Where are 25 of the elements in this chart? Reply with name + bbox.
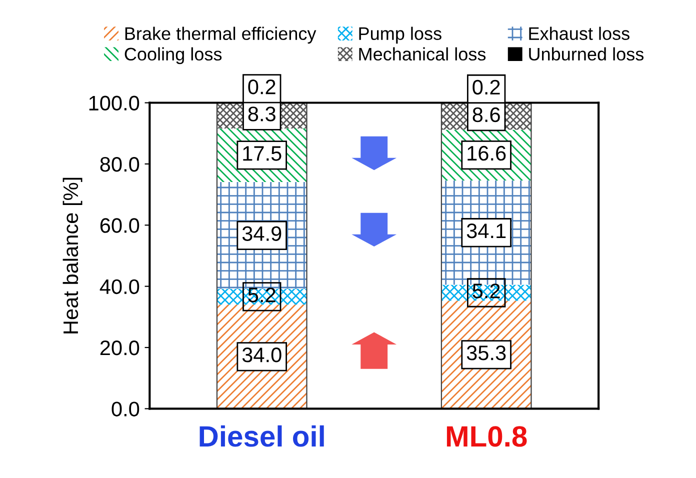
y-tick-label: 100.0 — [89, 96, 140, 111]
y-axis-title: Heat balance [%] — [62, 178, 82, 334]
y-tick-label: 60.0 — [100, 218, 140, 233]
y-tick-label: 40.0 — [100, 279, 140, 294]
y-tick-label: 20.0 — [100, 340, 140, 356]
x-tick-label: ML0.8 — [446, 426, 527, 447]
y-tick-label: 0.0 — [112, 402, 140, 416]
data-label: 34.0 — [242, 348, 282, 362]
legend-label: Pump loss — [359, 26, 442, 44]
legend-label: Unburned loss — [529, 47, 644, 61]
legend-label: Brake thermal efficiency — [125, 26, 316, 44]
data-label: 8.3 — [248, 106, 276, 122]
data-label: 34.1 — [466, 223, 506, 238]
legend-label: Cooling loss — [124, 47, 222, 64]
legend-label: Mechanical loss — [359, 47, 486, 61]
data-label: 34.9 — [242, 226, 282, 241]
y-tick-label: 80.0 — [100, 156, 140, 172]
data-label: 16.6 — [468, 146, 506, 161]
data-label: 17.5 — [243, 146, 282, 161]
data-label: 0.2 — [472, 80, 500, 95]
data-label: 8.6 — [472, 107, 500, 122]
data-label: 35.3 — [466, 346, 506, 360]
x-tick-label: Diesel oil — [200, 425, 324, 447]
legend-label: Exhaust loss — [529, 26, 630, 40]
data-label: 0.2 — [248, 80, 276, 94]
